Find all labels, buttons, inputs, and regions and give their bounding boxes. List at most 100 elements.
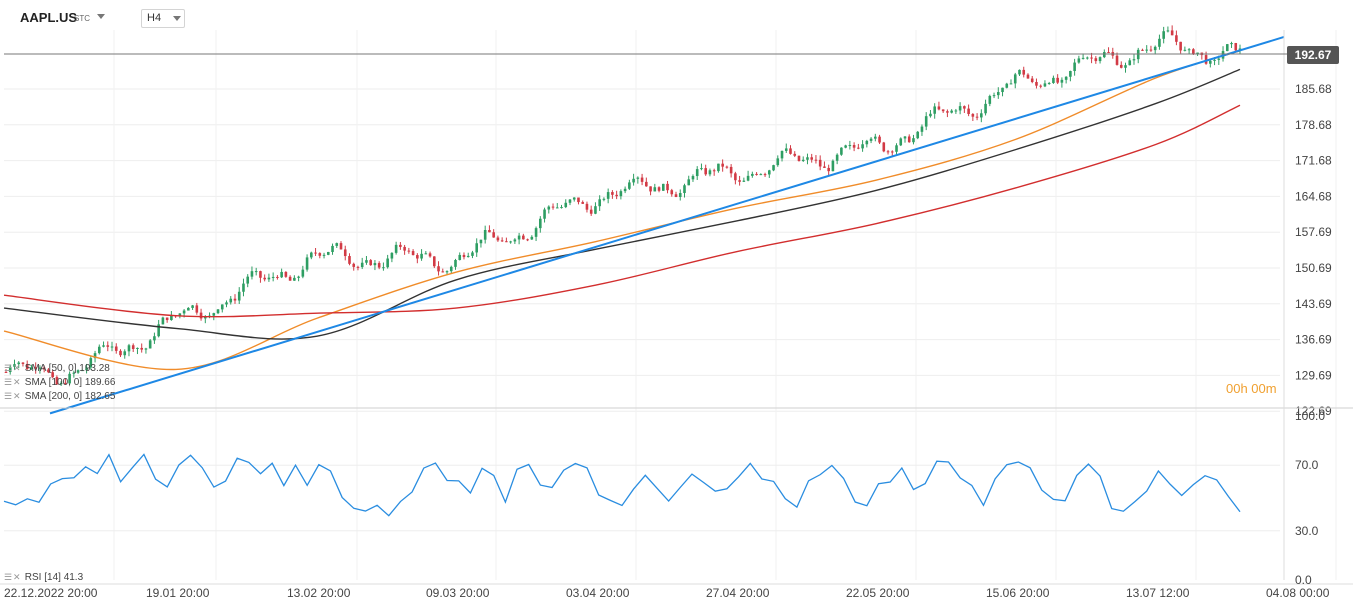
candle-bull [912,138,915,143]
candle-bull [250,271,254,277]
close-icon[interactable]: ✕ [13,377,21,387]
timeframe-selector[interactable]: H4 [141,9,185,28]
candle-bear [725,166,729,168]
close-icon[interactable]: ✕ [13,572,21,582]
sma-line-100 [3,68,1241,340]
candle-bear [64,382,67,384]
candle-bull [127,345,131,352]
candle-bull [801,159,805,161]
candle-bull [628,182,631,189]
candle-bull [992,95,996,97]
candle-bear [551,206,555,208]
candle-bull [984,103,987,114]
candle-bull [76,370,80,373]
candle-bear [577,197,580,203]
candle-bear [505,241,508,243]
candle-bull [72,372,76,374]
candle-bull [742,180,746,182]
candle-bear [704,168,707,175]
chevron-down-icon[interactable] [97,14,105,19]
sma100-label: SMA [100, 0] 189.66 [24,377,116,388]
candle-bear [941,109,945,112]
close-icon[interactable]: ✕ [13,363,21,373]
candle-bear [640,177,644,182]
price-tick-label: 178.68 [1295,118,1332,132]
candle-bull [678,193,682,197]
candle-bull [280,271,283,278]
time-tick-label: 13.07 12:00 [1126,586,1190,600]
candle-bull [1158,38,1161,47]
candle-bear [967,108,970,115]
price-tick-label: 171.68 [1295,154,1332,168]
candle-bull [301,269,305,277]
candle-bull [534,228,538,237]
indicator-legend-rsi[interactable]: ☰✕ RSI [14] 41.3 [4,572,83,585]
indicator-legend-sma50[interactable]: ☰✕ SMA [50, 0] 193.28 [4,363,110,376]
sma-line-200 [3,104,1241,318]
candle-bull [102,345,105,347]
candle-bull [153,336,156,341]
candle-bear [712,170,716,172]
timeframe-label: H4 [147,12,162,24]
symbol-selector[interactable]: AAPL.US [20,10,78,25]
candle-bear [318,253,322,256]
candle-bull [305,257,309,270]
candle-bull [619,191,623,197]
candle-bull [920,126,924,132]
candle-bull [85,367,88,371]
candle-bear [852,145,856,148]
axes: 185.68 178.68 171.68 164.68 157.69 150.69 143.… [0,30,1353,600]
candle-bull [170,315,173,321]
candle-bull [1196,52,1199,55]
candle-bear [233,298,237,301]
candle-bull [933,106,936,114]
candle-bull [653,187,657,192]
candle-bull [929,113,932,117]
candle-bull [1073,62,1076,71]
candle-bear [657,187,661,191]
candle-bull [360,262,364,268]
candle-bear [674,194,678,197]
candle-bear [1192,49,1195,55]
candle-bear [42,367,46,370]
candle-bear [734,173,737,181]
menu-icon[interactable]: ☰ [4,572,13,582]
menu-icon[interactable]: ☰ [4,377,13,387]
candle-bear [755,173,758,175]
candle-bull [81,370,84,372]
candle-bull [543,209,546,219]
candle-bear [738,180,741,182]
indicator-legend-sma200[interactable]: ☰✕ SMA [200, 0] 182.65 [4,391,115,404]
candle-bull [751,173,754,176]
candle-bear [857,147,860,149]
candle-bear [399,244,402,247]
current-price-tag: 192.67 [1287,46,1339,64]
candle-bull [572,197,576,200]
price-tick-label: 143.69 [1295,297,1332,311]
candle-bull [1166,30,1170,32]
candle-bull [38,367,42,369]
candle-bull [759,174,763,176]
candle-bull [1225,44,1229,52]
candle-bull [144,348,148,350]
sma200-label: SMA [200, 0] 182.65 [24,391,116,402]
candle-bear [793,153,797,156]
candle-bull [390,252,394,259]
candle-bull [1153,46,1157,51]
candle-bull [1124,65,1127,68]
candle-bull [874,136,877,139]
close-icon[interactable]: ✕ [13,391,21,401]
indicator-legend-sma100[interactable]: ☰✕ SMA [100, 0] 189.66 [4,377,115,390]
candle-bull [1230,43,1233,45]
candle-bull [178,313,182,317]
candle-bear [890,151,894,153]
time-tick-label: 09.03 20:00 [426,586,490,600]
candle-bull [594,206,597,214]
candle-bull [182,310,186,314]
candle-bull [700,168,703,170]
candle-bull [191,305,194,308]
menu-icon[interactable]: ☰ [4,363,13,373]
menu-icon[interactable]: ☰ [4,391,13,401]
candle-bear [878,136,881,143]
